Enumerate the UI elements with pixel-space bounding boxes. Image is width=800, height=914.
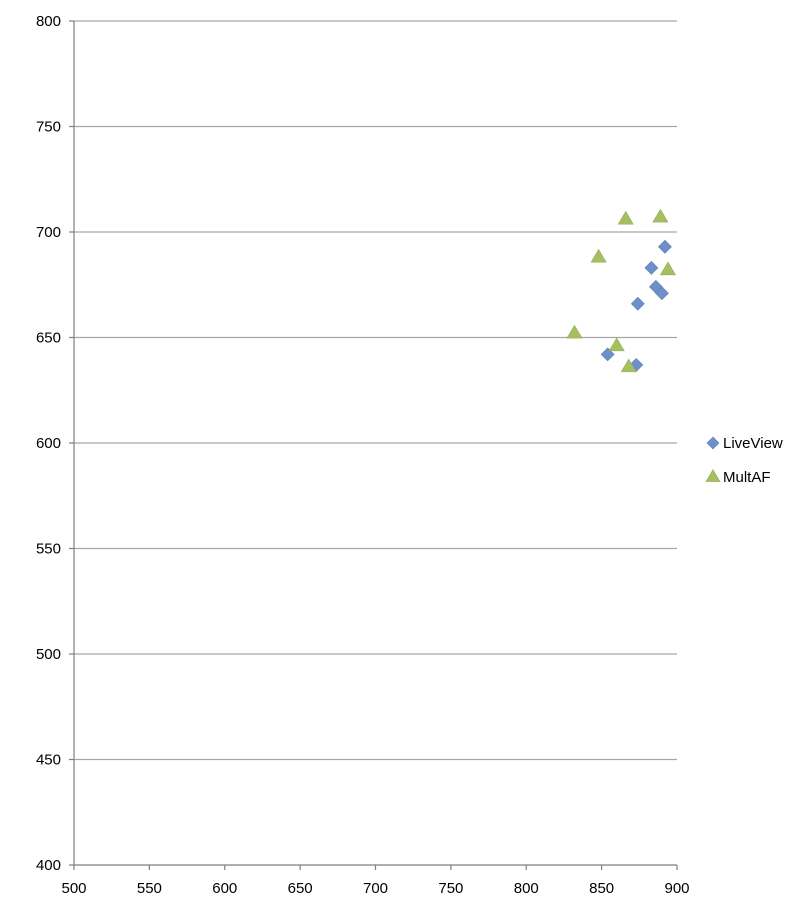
x-tick-label: 550	[137, 880, 162, 897]
point-liveview	[600, 347, 615, 362]
x-tick-label: 500	[61, 880, 86, 897]
grid-lines	[74, 20, 677, 761]
x-tick-label: 600	[212, 880, 237, 897]
x-tick-label: 800	[514, 880, 539, 897]
y-tick-label: 700	[36, 224, 61, 241]
legend-marker-multaf	[705, 469, 721, 482]
y-tick-label: 400	[36, 857, 61, 874]
y-tick-label: 450	[36, 752, 61, 769]
x-tick-label: 700	[363, 880, 388, 897]
point-multaf	[659, 261, 676, 276]
point-multaf	[608, 337, 625, 352]
x-tick-label: 900	[664, 880, 689, 897]
point-liveview	[630, 296, 645, 311]
x-tick-label: 750	[438, 880, 463, 897]
data-points	[566, 208, 676, 373]
y-tick-label: 600	[36, 435, 61, 452]
y-tick-label: 500	[36, 646, 61, 663]
axes	[69, 20, 678, 870]
y-tick-label: 750	[36, 119, 61, 136]
point-liveview	[658, 239, 672, 254]
point-multaf	[617, 210, 634, 225]
point-multaf	[590, 248, 607, 263]
point-liveview	[655, 286, 669, 301]
x-tick-label: 650	[288, 880, 313, 897]
y-tick-label: 650	[36, 330, 61, 347]
point-multaf	[566, 324, 583, 339]
point-liveview	[644, 260, 659, 275]
y-tick-label: 550	[36, 541, 61, 558]
y-tick-label: 800	[36, 13, 61, 30]
x-tick-label: 850	[589, 880, 614, 897]
y-axis-tick-labels: 400 450 500 550 600 650 700 750 800	[36, 13, 61, 874]
legend-marker-liveview	[706, 436, 720, 450]
legend-label-multaf: MultAF	[723, 469, 771, 486]
legend-label-liveview: LiveView	[723, 435, 783, 452]
point-multaf	[652, 208, 669, 223]
point-multaf	[620, 358, 637, 373]
legend: LiveView MultAF	[705, 435, 783, 486]
x-axis-tick-labels: 500 550 600 650 700 750 800 850 900	[61, 880, 689, 897]
